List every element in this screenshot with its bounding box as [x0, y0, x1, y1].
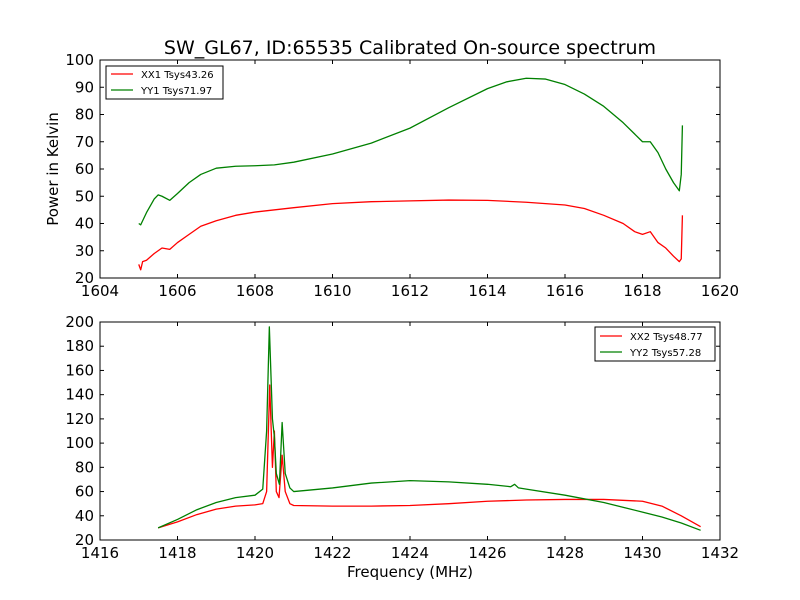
bottom-x-axis-label: Frequency (MHz) [347, 563, 473, 581]
bottom-y-tick-label: 120 [65, 410, 94, 428]
bottom-x-tick-label: 1432 [701, 544, 739, 562]
top-x-tick-label: 1620 [701, 282, 739, 300]
top-legend-label-yy1: YY1 Tsys71.97 [140, 86, 212, 97]
top-series-line-1 [138, 77, 684, 226]
bottom-y-tick-label: 140 [65, 386, 94, 404]
top-series-line-0 [138, 199, 684, 271]
top-y-tick-label: 100 [65, 51, 94, 69]
bottom-x-tick-label: 1416 [81, 544, 119, 562]
top-y-tick-label: 30 [75, 242, 94, 260]
top-y-tick-label: 50 [75, 187, 94, 205]
top-x-tick-label: 1614 [468, 282, 506, 300]
bottom-y-tick-label: 180 [65, 337, 94, 355]
bottom-x-tick-label: 1420 [236, 544, 274, 562]
top-x-tick-label: 1618 [623, 282, 661, 300]
top-x-tick-label: 1616 [546, 282, 584, 300]
top-panel: 1604 1606 1608 1610 1612 1614 1616 1618 1620 20 30… [44, 51, 739, 300]
bottom-x-tick-label: 1424 [391, 544, 429, 562]
bottom-ticks-layer: 1416 1418 1420 1422 1424 1426 1428 1430 1432 20 40… [65, 313, 739, 562]
bottom-y-tick-label: 40 [75, 507, 94, 525]
top-y-tick-label: 20 [75, 269, 94, 287]
bottom-x-tick-label: 1428 [546, 544, 584, 562]
bottom-series-line-1 [157, 326, 701, 531]
top-x-tick-label: 1604 [81, 282, 119, 300]
top-x-tick-label: 1612 [391, 282, 429, 300]
top-series-layer [138, 77, 684, 271]
bottom-legend-label-yy2: YY2 Tsys57.28 [629, 348, 701, 359]
bottom-legend-label-xx2: XX2 Tsys48.77 [630, 332, 703, 343]
bottom-panel: 1416 1418 1420 1422 1424 1426 1428 1430 1432 20 40… [65, 313, 739, 581]
bottom-legend-box [594, 326, 716, 362]
bottom-y-tick-label: 160 [65, 361, 94, 379]
bottom-x-tick-label: 1426 [468, 544, 506, 562]
top-y-axis-label: Power in Kelvin [44, 112, 62, 226]
top-legend: XX1 Tsys43.26 YY1 Tsys71.97 [105, 65, 224, 100]
top-x-tick-label: 1606 [158, 282, 196, 300]
top-y-tick-label: 60 [75, 160, 94, 178]
top-y-tick-label: 80 [75, 106, 94, 124]
bottom-y-tick-label: 20 [75, 531, 94, 549]
bottom-x-tick-label: 1430 [623, 544, 661, 562]
bottom-legend: XX2 Tsys48.77 YY2 Tsys57.28 [594, 326, 716, 362]
top-y-tick-label: 90 [75, 78, 94, 96]
top-y-tick-label: 70 [75, 133, 94, 151]
bottom-y-tick-label: 100 [65, 434, 94, 452]
top-legend-label-xx1: XX1 Tsys43.26 [141, 70, 214, 81]
top-ticks-layer: 1604 1606 1608 1610 1612 1614 1616 1618 1620 20 30… [65, 51, 739, 300]
top-y-tick-label: 40 [75, 215, 94, 233]
bottom-x-tick-label: 1422 [313, 544, 351, 562]
bottom-x-tick-label: 1418 [158, 544, 196, 562]
top-x-tick-label: 1610 [313, 282, 351, 300]
figure-title: SW_GL67, ID:65535 Calibrated On-source s… [164, 37, 656, 59]
bottom-y-tick-label: 80 [75, 458, 94, 476]
bottom-series-layer [157, 326, 701, 531]
top-x-tick-label: 1608 [236, 282, 274, 300]
bottom-y-tick-label: 200 [65, 313, 94, 331]
top-legend-box [105, 65, 224, 100]
bottom-y-tick-label: 60 [75, 483, 94, 501]
bottom-series-line-0 [157, 384, 701, 529]
